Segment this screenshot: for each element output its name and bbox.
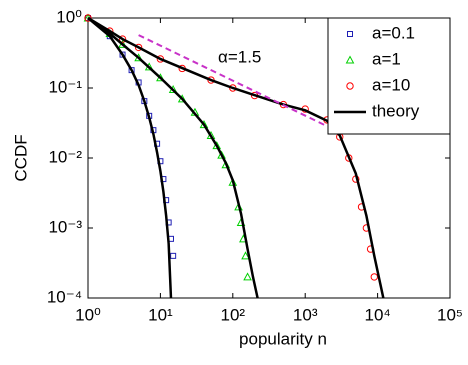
y-tick-label: 10⁰ [56,7,82,26]
reference-line [138,34,328,128]
point [118,35,127,43]
legend-marker [347,31,353,37]
x-tick-label: 10³ [293,305,318,324]
y-tick-label: 10⁻⁴ [47,287,82,306]
legend-label: a=0.1 [372,23,415,42]
point [212,141,222,150]
annotation: α=1.5 [218,47,261,66]
legend-label: a=10 [372,75,410,94]
point [134,43,143,52]
point [370,273,378,281]
y-tick-label: 10⁻¹ [48,77,82,96]
point [241,251,250,260]
point [84,14,92,22]
x-tick-label: 10⁵ [437,305,463,324]
point [217,150,226,159]
x-axis-label: popularity n [239,329,327,348]
x-tick-label: 10⁴ [364,305,390,324]
legend-marker [346,82,354,90]
x-tick-label: 10⁰ [75,305,101,324]
theory-line [87,17,173,299]
legend-marker [345,55,355,64]
legend-box [327,17,451,135]
x-tick-label: 10¹ [148,305,173,324]
y-axis-label: CCDF [11,134,30,181]
theory-line [87,16,259,299]
point [119,51,126,58]
y-tick-label: 10⁻³ [48,217,82,236]
legend-label: a=1 [372,49,401,68]
point [243,272,252,281]
point [170,252,177,259]
x-tick-label: 10² [221,305,246,324]
legend-label: theory [372,101,420,120]
y-tick-label: 10⁻² [48,147,82,166]
